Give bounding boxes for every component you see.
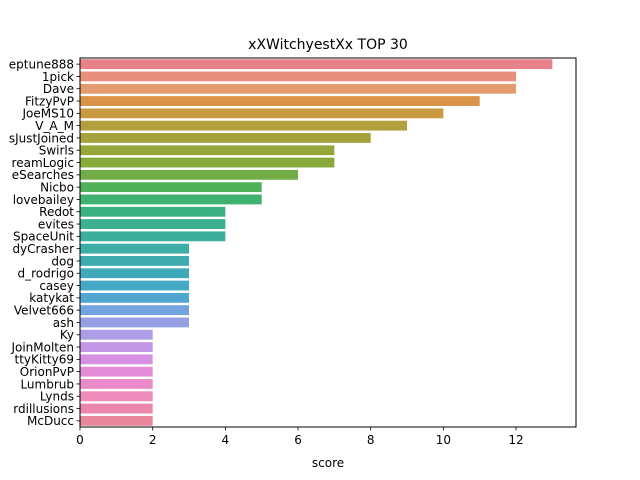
category-label: 1pick [42, 70, 74, 84]
category-label: dyCrasher [12, 242, 74, 256]
category-label: sJustJoined [9, 131, 74, 145]
bar-12 [80, 206, 226, 217]
category-label: evites [38, 217, 74, 231]
category-label: Redot [39, 205, 74, 219]
category-label: Nicbo [40, 180, 74, 194]
bar-3 [80, 96, 480, 106]
x-tick-label: 10 [436, 433, 451, 447]
category-label: casey [39, 279, 74, 293]
bar-22 [80, 329, 153, 340]
category-label: McDucc [27, 414, 74, 428]
x-axis-label: score [312, 456, 344, 470]
category-label: Ky [60, 328, 74, 342]
x-ticks-group: 0 2 4 6 8 10 12 [76, 427, 524, 447]
category-label: reamLogic [12, 156, 74, 170]
bar-29 [80, 415, 153, 426]
bar-14 [80, 231, 226, 242]
category-label: ash [53, 316, 74, 330]
bar-10 [80, 182, 262, 193]
bar-6 [80, 133, 371, 143]
bar-19 [80, 292, 190, 303]
category-label: Dave [43, 82, 74, 96]
bar-20 [80, 305, 190, 316]
bar-0 [80, 59, 553, 70]
bar-24 [80, 354, 153, 365]
category-label: JoinMolten [10, 340, 74, 354]
axes-frame [79, 57, 577, 428]
x-tick-label: 8 [367, 433, 375, 447]
category-label: dog [51, 254, 74, 268]
bar-7 [80, 145, 335, 156]
category-label: SpaceUnit [13, 230, 74, 244]
bar-21 [80, 317, 190, 328]
bar-15 [80, 243, 190, 254]
bar-16 [80, 256, 190, 266]
bar-27 [80, 391, 153, 402]
category-label: Lynds [40, 390, 74, 404]
category-label: Velvet666 [14, 303, 74, 317]
x-tick-label: 2 [149, 433, 157, 447]
category-label: Lumbrub [20, 377, 74, 391]
x-tick-label: 4 [222, 433, 230, 447]
bar-18 [80, 280, 190, 291]
bar-4 [80, 108, 444, 119]
x-tick-label: 0 [76, 433, 84, 447]
category-label: FitzyPvP [25, 94, 74, 108]
category-label: eSearches [12, 168, 74, 182]
bar-2 [80, 83, 517, 94]
x-tick-label: 6 [294, 433, 302, 447]
bar-23 [80, 342, 153, 352]
bar-25 [80, 366, 153, 377]
category-label: lovebailey [13, 193, 74, 207]
category-label: katykat [29, 291, 74, 305]
category-label: JoeMS10 [21, 107, 74, 121]
category-label: eptune888 [9, 57, 74, 71]
chart-title: xXWitchyestXx TOP 30 [248, 37, 408, 53]
bar-9 [80, 169, 299, 180]
bar-1 [80, 71, 517, 82]
category-label: V_A_M [35, 119, 74, 133]
bar-26 [80, 379, 153, 389]
category-label: rdillusions [13, 402, 74, 416]
category-label: Swirls [39, 144, 74, 158]
x-tick-label: 12 [508, 433, 523, 447]
bars-group [80, 59, 553, 426]
bar-11 [80, 194, 262, 205]
category-labels-group: eptune8881pickDaveFitzyPvPJoeMS10V_A_MsJ… [9, 57, 80, 428]
category-label: d_rodrigo [18, 267, 74, 281]
bar-5 [80, 120, 408, 131]
category-label: OrionPvP [20, 365, 74, 379]
bar-28 [80, 403, 153, 414]
category-label: ttyKitty69 [15, 353, 75, 367]
bar-8 [80, 157, 335, 168]
bar-13 [80, 219, 226, 229]
bar-17 [80, 268, 190, 279]
